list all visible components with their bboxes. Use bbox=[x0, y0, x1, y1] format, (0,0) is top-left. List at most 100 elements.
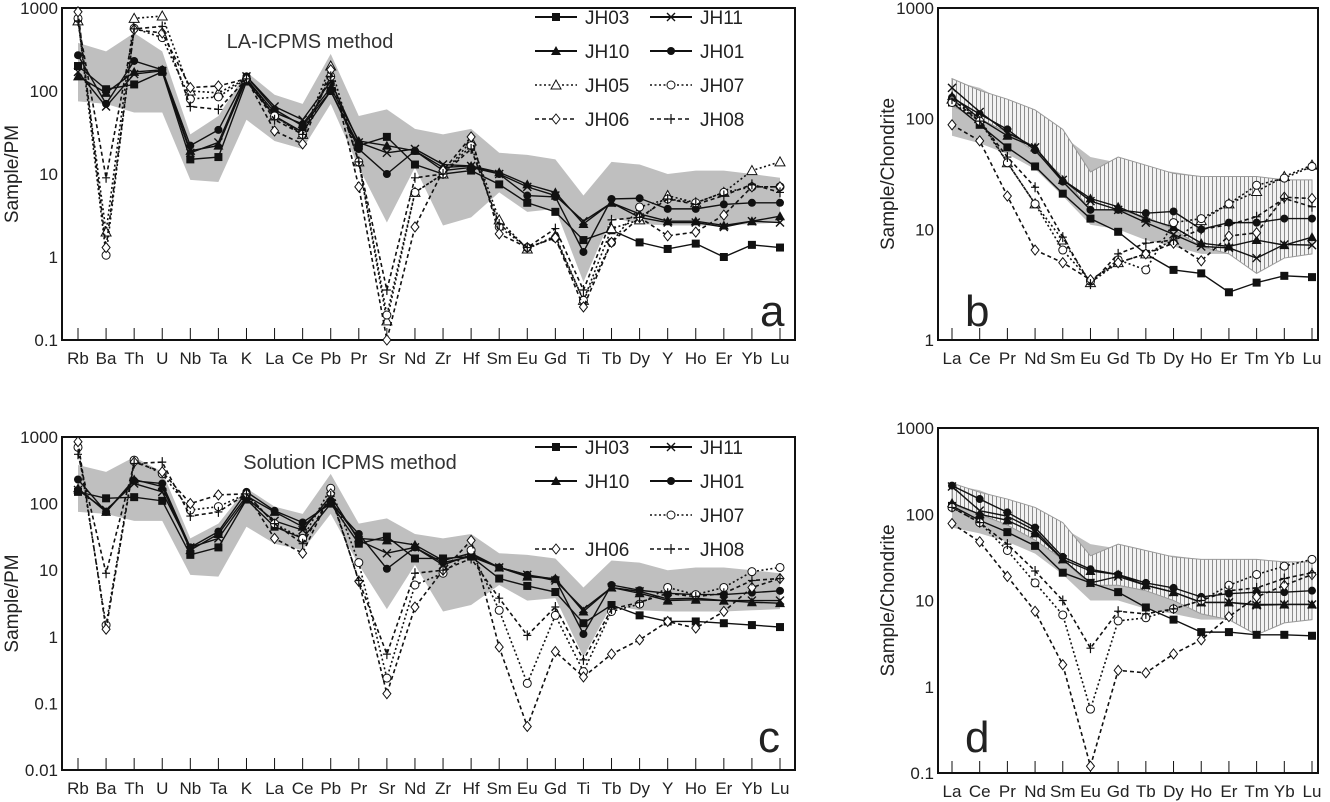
marker-square bbox=[410, 160, 419, 169]
marker-diamond-open bbox=[1224, 230, 1234, 242]
marker-circle bbox=[214, 125, 223, 134]
x-tick-label: Ho bbox=[1190, 782, 1212, 801]
marker-square bbox=[1308, 631, 1316, 640]
marker-plus bbox=[467, 144, 476, 155]
marker-x bbox=[1279, 599, 1289, 609]
marker-circle bbox=[523, 191, 532, 200]
legend-item: JH10 bbox=[535, 42, 629, 63]
marker-square bbox=[691, 617, 700, 626]
marker-x bbox=[666, 12, 676, 22]
marker-diamond-open bbox=[719, 209, 729, 221]
x-tick-label: Ta bbox=[209, 779, 228, 798]
marker-circle-open bbox=[666, 80, 676, 90]
marker-circle-open bbox=[1085, 704, 1095, 714]
marker-square bbox=[776, 623, 784, 632]
legend-label: JH10 bbox=[585, 472, 629, 493]
y-tick-label: 1000 bbox=[896, 0, 934, 18]
marker-circle bbox=[1003, 508, 1012, 517]
x-tick-label: Rb bbox=[67, 779, 89, 798]
marker-triangle bbox=[974, 509, 985, 519]
legend-item: JH01 bbox=[650, 472, 744, 493]
marker-circle bbox=[102, 99, 111, 108]
marker-diamond-open bbox=[975, 135, 985, 147]
marker-x bbox=[522, 182, 532, 192]
marker-triangle bbox=[775, 598, 785, 608]
marker-square bbox=[1003, 528, 1012, 537]
marker-plus bbox=[439, 565, 448, 576]
marker-square bbox=[663, 244, 672, 253]
marker-diamond-open bbox=[382, 334, 392, 346]
marker-diamond-open bbox=[691, 226, 701, 238]
marker-square bbox=[691, 239, 700, 248]
marker-triangle-open bbox=[746, 164, 758, 176]
marker-circle bbox=[270, 506, 279, 515]
marker-diamond-open bbox=[1196, 634, 1206, 646]
legend-label: JH01 bbox=[700, 472, 744, 493]
y-tick-label: 1 bbox=[925, 331, 934, 350]
marker-plus bbox=[1141, 608, 1150, 619]
x-tick-label: Ho bbox=[1190, 349, 1212, 368]
plot-frame bbox=[937, 7, 1319, 341]
marker-plus bbox=[382, 285, 391, 296]
marker-x bbox=[663, 594, 673, 604]
marker-circle bbox=[1169, 583, 1178, 592]
marker-square bbox=[158, 496, 167, 505]
x-tick-label: Pb bbox=[320, 349, 341, 368]
x-tick-label: Th bbox=[124, 349, 144, 368]
legend-item: JH03 bbox=[535, 8, 629, 29]
marker-square bbox=[1169, 615, 1178, 624]
series-line bbox=[77, 441, 781, 729]
marker-square bbox=[1169, 265, 1178, 274]
legend-item: JH11 bbox=[650, 8, 743, 29]
marker-square bbox=[1197, 269, 1206, 278]
marker-plus bbox=[242, 73, 251, 84]
marker-plus bbox=[1308, 201, 1316, 212]
marker-plus bbox=[495, 218, 504, 229]
marker-circle-open bbox=[213, 92, 223, 102]
marker-circle-open bbox=[522, 678, 532, 688]
marker-diamond-open bbox=[410, 601, 420, 613]
marker-plus bbox=[948, 502, 956, 513]
marker-plus bbox=[776, 187, 784, 198]
x-tick-label: Pr bbox=[350, 779, 367, 798]
marker-plus bbox=[1114, 248, 1123, 259]
y-tick-label: 1000 bbox=[20, 428, 58, 447]
x-tick-label: Pr bbox=[999, 782, 1016, 801]
marker-diamond-open bbox=[1279, 579, 1289, 592]
marker-square bbox=[410, 554, 419, 563]
series-line bbox=[77, 454, 781, 662]
panel-letter: b bbox=[965, 287, 989, 336]
marker-plus bbox=[242, 488, 251, 499]
marker-circle-open bbox=[1058, 245, 1068, 255]
marker-circle bbox=[1114, 205, 1123, 214]
x-tick-label: Eu bbox=[517, 349, 538, 368]
marker-circle-open bbox=[410, 187, 420, 197]
marker-x bbox=[382, 548, 392, 558]
y-tick-label: 1 bbox=[49, 628, 58, 647]
marker-square bbox=[186, 155, 195, 164]
series-line bbox=[77, 65, 781, 258]
x-tick-label: Er bbox=[1220, 782, 1237, 801]
marker-plus bbox=[214, 104, 223, 115]
marker-triangle bbox=[1030, 528, 1041, 538]
x-tick-label: Nd bbox=[1024, 782, 1046, 801]
marker-square bbox=[1280, 271, 1289, 280]
x-tick-label: Sm bbox=[486, 779, 512, 798]
x-tick-label: Nb bbox=[179, 779, 201, 798]
series-JH08 bbox=[74, 449, 784, 665]
marker-plus bbox=[1252, 211, 1261, 222]
marker-plus bbox=[1003, 539, 1012, 550]
x-tick-label: Yb bbox=[742, 779, 763, 798]
marker-circle bbox=[102, 507, 111, 516]
marker-circle bbox=[948, 481, 956, 490]
y-tick-label: 1 bbox=[49, 248, 58, 267]
marker-x bbox=[1307, 599, 1317, 609]
x-tick-label: La bbox=[943, 782, 962, 801]
legend-label: JH11 bbox=[700, 438, 743, 459]
marker-circle bbox=[607, 580, 616, 589]
marker-triangle bbox=[73, 483, 83, 493]
marker-circle bbox=[1114, 570, 1123, 579]
marker-circle bbox=[719, 200, 728, 209]
marker-triangle bbox=[381, 535, 392, 545]
marker-circle bbox=[354, 145, 363, 154]
